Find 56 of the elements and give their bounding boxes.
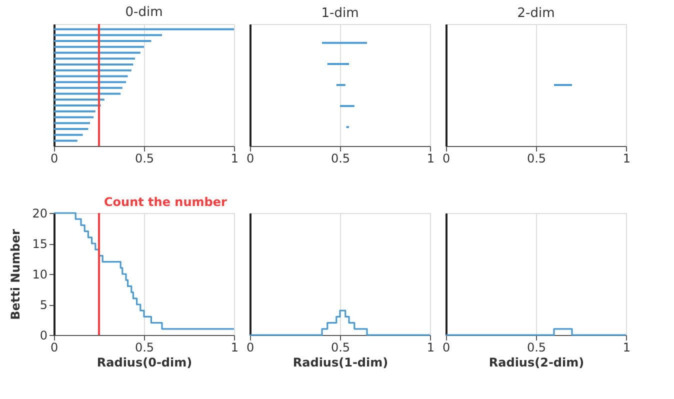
x-tick-label: 0.5 <box>330 340 350 354</box>
x-tick-label: 0 <box>246 152 254 166</box>
text: Count the number <box>104 195 227 209</box>
bar <box>54 122 90 124</box>
x-tick-label: 1 <box>426 152 434 166</box>
bar <box>54 81 126 84</box>
bar <box>327 62 349 65</box>
bar <box>54 52 140 54</box>
x-tick-label: 0 <box>50 340 58 354</box>
bar <box>54 75 128 78</box>
x-tick-label: 1 <box>426 340 434 354</box>
bar <box>54 104 101 107</box>
x-tick-label: 1 <box>622 340 630 354</box>
x-tick-label: 0 <box>442 340 450 354</box>
bar <box>54 140 78 142</box>
x-axis-title: Radius(0-dim) <box>96 356 192 370</box>
bar <box>54 58 135 60</box>
y-axis-title: Betti Number <box>8 229 22 320</box>
bar <box>346 126 349 128</box>
bar <box>54 34 162 36</box>
bar <box>54 134 83 136</box>
y-tick-label: 0 <box>40 328 48 342</box>
x-tick-label: 0.5 <box>134 152 154 166</box>
bar <box>322 42 367 44</box>
x-tick-label: 1 <box>622 152 630 166</box>
x-axis-title: Radius(1-dim) <box>292 356 388 370</box>
bar <box>54 92 121 95</box>
x-tick-label: 0 <box>50 152 58 166</box>
x-tick-label: 0.5 <box>526 340 546 354</box>
y-tick-label: 15 <box>32 237 48 251</box>
bar <box>54 98 104 101</box>
bar <box>54 69 132 72</box>
y-tick-label: 10 <box>32 268 48 282</box>
bar <box>54 86 122 89</box>
x-tick-label: 0.5 <box>526 152 546 166</box>
chart-title: 2-dim <box>517 6 555 21</box>
bar <box>54 40 152 42</box>
y-tick-label: 5 <box>40 298 48 312</box>
bar <box>340 105 354 108</box>
bar <box>54 110 96 112</box>
y-tick-label: 20 <box>32 206 48 220</box>
bar <box>54 63 134 66</box>
chart-title: 1-dim <box>321 6 359 21</box>
x-tick-label: 1 <box>230 152 238 166</box>
chart-title: 0-dim <box>125 5 163 20</box>
x-tick-label: 1 <box>230 340 238 354</box>
bar <box>54 128 88 130</box>
bar <box>336 84 346 86</box>
bar <box>54 116 94 118</box>
bar <box>54 46 144 48</box>
x-tick-label: 0.5 <box>134 340 154 354</box>
x-tick-label: 0 <box>246 340 254 354</box>
x-axis-title: Radius(2-dim) <box>488 356 584 370</box>
x-tick-label: 0 <box>442 152 450 166</box>
x-tick-label: 0.5 <box>330 152 350 166</box>
bar <box>54 28 234 30</box>
